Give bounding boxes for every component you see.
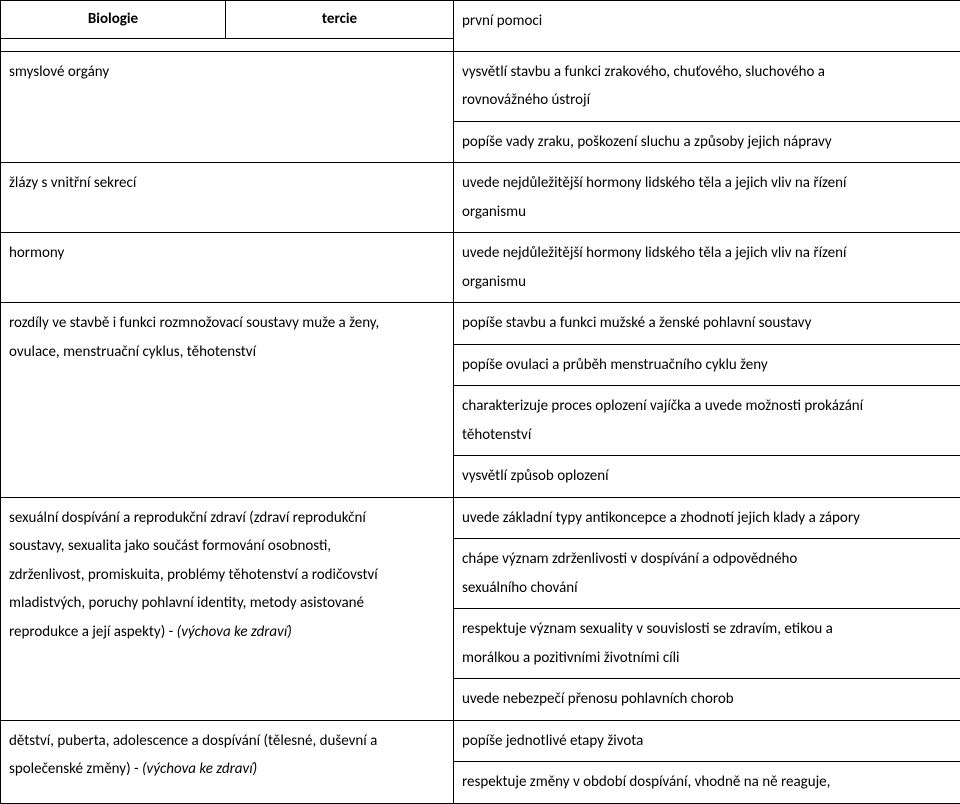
text: uvede nejdůležitější hormony lidského tě… (462, 244, 846, 262)
cell-left-7: dětství, puberta, adolescence a dospíván… (1, 720, 454, 803)
table-row: hormony uvede nejdůležitější hormony lid… (1, 233, 960, 303)
cell-right-0: první pomoci (454, 1, 960, 52)
text-italic: (výchova ke zdraví) (177, 623, 292, 641)
cell-right-7a: popíše jednotlivé etapy života (454, 720, 960, 762)
text: dětství, puberta, adolescence a dospíván… (9, 732, 377, 750)
text: rozdíly ve stavbě i funkci rozmnožovací … (9, 314, 379, 332)
cell-left-3: žlázy s vnitřní sekrecí (1, 163, 454, 233)
cell-right-6d: uvede nebezpečí přenosu pohlavních choro… (454, 679, 960, 721)
cell-left-6: sexuální dospívání a reprodukční zdraví … (1, 497, 454, 720)
text: organismu (462, 273, 526, 291)
text: uvede nejdůležitější hormony lidského tě… (462, 174, 846, 192)
text: společenské změny) - (9, 760, 142, 778)
table-row: sexuální dospívání a reprodukční zdraví … (1, 497, 960, 539)
text-italic: (výchova ke zdraví) (142, 760, 257, 778)
header-subject: Biologie (1, 1, 226, 39)
text: rovnovážného ústrojí (462, 91, 590, 109)
text: morálkou a pozitivními životními cíli (462, 649, 680, 667)
cell-right-2: popíše vady zraku, poškození sluchu a zp… (454, 121, 960, 163)
text: sexuálního chování (462, 579, 578, 597)
text: soustavy, sexualita jako součást formová… (9, 537, 331, 555)
cell-left-0 (1, 38, 454, 51)
table-row: rozdíly ve stavbě i funkci rozmnožovací … (1, 303, 960, 345)
text: organismu (462, 203, 526, 221)
cell-right-6b: chápe význam zdrženlivosti v dospívání a… (454, 539, 960, 609)
table-row: smyslové orgány vysvětlí stavbu a funkci… (1, 51, 960, 121)
cell-right-5a: popíše stavbu a funkci mužské a ženské p… (454, 303, 960, 345)
table-row: dětství, puberta, adolescence a dospíván… (1, 720, 960, 762)
cell-right-3: uvede nejdůležitější hormony lidského tě… (454, 163, 960, 233)
cell-right-6c: respektuje význam sexuality v souvislost… (454, 609, 960, 679)
text: charakterizuje proces oplození vajíčka a… (462, 397, 863, 415)
text: reprodukce a její aspekty) - (9, 623, 177, 641)
text: zdrženlivost, promiskuita, problémy těho… (9, 566, 378, 584)
text: respektuje význam sexuality v souvislost… (462, 620, 833, 638)
text: vysvětlí stavbu a funkci zrakového, chuť… (462, 63, 825, 81)
cell-left-4: hormony (1, 233, 454, 303)
table-row: žlázy s vnitřní sekrecí uvede nejdůležit… (1, 163, 960, 233)
cell-right-7b: respektuje změny v období dospívání, vho… (454, 762, 960, 804)
cell-right-5b: popíše ovulaci a průběh menstruačního cy… (454, 344, 960, 386)
cell-right-6a: uvede základní typy antikoncepce a zhodn… (454, 497, 960, 539)
cell-right-4: uvede nejdůležitější hormony lidského tě… (454, 233, 960, 303)
text: chápe význam zdrženlivosti v dospívání a… (462, 550, 797, 568)
cell-right-1: vysvětlí stavbu a funkci zrakového, chuť… (454, 51, 960, 121)
text: ovulace, menstruační cyklus, těhotenství (9, 343, 256, 361)
text: těhotenství (462, 426, 531, 444)
cell-right-5c: charakterizuje proces oplození vajíčka a… (454, 386, 960, 456)
header-level: tercie (226, 1, 454, 39)
text: sexuální dospívání a reprodukční zdraví … (9, 509, 366, 527)
cell-right-5d: vysvětlí způsob oplození (454, 456, 960, 498)
curriculum-table: Biologie tercie první pomoci smyslové or… (0, 0, 960, 804)
cell-left-5: rozdíly ve stavbě i funkci rozmnožovací … (1, 303, 454, 498)
text: mladistvých, poruchy pohlavní identity, … (9, 594, 364, 612)
table-header-row: Biologie tercie první pomoci (1, 1, 960, 39)
cell-left-1: smyslové orgány (1, 51, 454, 163)
